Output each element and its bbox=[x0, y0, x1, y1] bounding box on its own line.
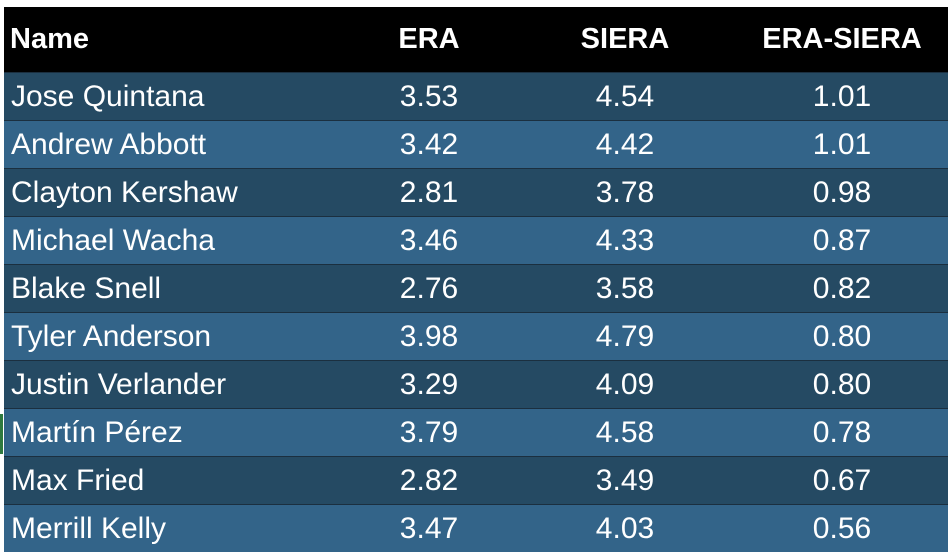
cell-era-siera[interactable]: 0.80 bbox=[812, 367, 872, 401]
table-row: Andrew Abbott 3.42 4.42 1.01 bbox=[4, 120, 948, 168]
row-selection-marker bbox=[0, 414, 3, 454]
table-row: Martín Pérez 3.79 4.58 0.78 bbox=[4, 408, 948, 456]
cell-era-siera[interactable]: 0.67 bbox=[812, 463, 872, 497]
cell-era[interactable]: 3.98 bbox=[399, 319, 459, 353]
era-siera-table: Name ERA SIERA ERA-SIERA Jose Quintana 3… bbox=[4, 7, 948, 552]
cell-era[interactable]: 3.53 bbox=[399, 79, 459, 113]
cell-era[interactable]: 2.76 bbox=[399, 271, 459, 305]
cell-siera[interactable]: 3.58 bbox=[595, 271, 655, 305]
sheet-bottom-edge bbox=[0, 553, 952, 558]
cell-era-siera[interactable]: 0.56 bbox=[812, 511, 872, 545]
cell-era[interactable]: 2.82 bbox=[399, 463, 459, 497]
table-row: Max Fried 2.82 3.49 0.67 bbox=[4, 456, 948, 504]
cell-era-siera[interactable]: 0.98 bbox=[812, 175, 872, 209]
cell-era-siera[interactable]: 1.01 bbox=[812, 79, 872, 113]
cell-siera[interactable]: 4.58 bbox=[595, 415, 655, 449]
cell-era[interactable]: 3.42 bbox=[399, 127, 459, 161]
cell-siera[interactable]: 4.54 bbox=[595, 79, 655, 113]
cell-era[interactable]: 3.47 bbox=[399, 511, 459, 545]
table-row: Jose Quintana 3.53 4.54 1.01 bbox=[4, 72, 948, 120]
cell-siera[interactable]: 4.09 bbox=[595, 367, 655, 401]
table-row: Merrill Kelly 3.47 4.03 0.56 bbox=[4, 504, 948, 552]
table-header-row: Name ERA SIERA ERA-SIERA bbox=[4, 7, 948, 72]
cell-name[interactable]: Blake Snell bbox=[11, 271, 162, 305]
table-row: Tyler Anderson 3.98 4.79 0.80 bbox=[4, 312, 948, 360]
cell-name[interactable]: Martín Pérez bbox=[11, 415, 183, 449]
cell-siera[interactable]: 4.33 bbox=[595, 223, 655, 257]
table-row: Michael Wacha 3.46 4.33 0.87 bbox=[4, 216, 948, 264]
cell-era-siera[interactable]: 0.78 bbox=[812, 415, 872, 449]
cell-name[interactable]: Justin Verlander bbox=[11, 367, 227, 401]
cell-name[interactable]: Jose Quintana bbox=[11, 79, 205, 113]
cell-era[interactable]: 3.29 bbox=[399, 367, 459, 401]
header-era-siera[interactable]: ERA-SIERA bbox=[762, 23, 922, 55]
cell-siera[interactable]: 3.78 bbox=[595, 175, 655, 209]
cell-name[interactable]: Michael Wacha bbox=[11, 223, 215, 257]
cell-name[interactable]: Andrew Abbott bbox=[11, 127, 207, 161]
cell-era[interactable]: 3.46 bbox=[399, 223, 459, 257]
table-row: Blake Snell 2.76 3.58 0.82 bbox=[4, 264, 948, 312]
cell-name[interactable]: Max Fried bbox=[11, 463, 145, 497]
table-row: Clayton Kershaw 2.81 3.78 0.98 bbox=[4, 168, 948, 216]
header-name[interactable]: Name bbox=[10, 23, 89, 55]
cell-siera[interactable]: 4.79 bbox=[595, 319, 655, 353]
header-era[interactable]: ERA bbox=[398, 23, 460, 55]
cell-era-siera[interactable]: 0.87 bbox=[812, 223, 872, 257]
cell-era[interactable]: 3.79 bbox=[399, 415, 459, 449]
cell-era-siera[interactable]: 0.82 bbox=[812, 271, 872, 305]
cell-era-siera[interactable]: 0.80 bbox=[812, 319, 872, 353]
cell-name[interactable]: Merrill Kelly bbox=[11, 511, 167, 545]
cell-era-siera[interactable]: 1.01 bbox=[812, 127, 872, 161]
cell-siera[interactable]: 4.03 bbox=[595, 511, 655, 545]
header-siera[interactable]: SIERA bbox=[580, 23, 670, 55]
cell-era[interactable]: 2.81 bbox=[399, 175, 459, 209]
cell-siera[interactable]: 3.49 bbox=[595, 463, 655, 497]
cell-siera[interactable]: 4.42 bbox=[595, 127, 655, 161]
table-row: Justin Verlander 3.29 4.09 0.80 bbox=[4, 360, 948, 408]
cell-name[interactable]: Clayton Kershaw bbox=[11, 175, 238, 209]
cell-name[interactable]: Tyler Anderson bbox=[11, 319, 212, 353]
